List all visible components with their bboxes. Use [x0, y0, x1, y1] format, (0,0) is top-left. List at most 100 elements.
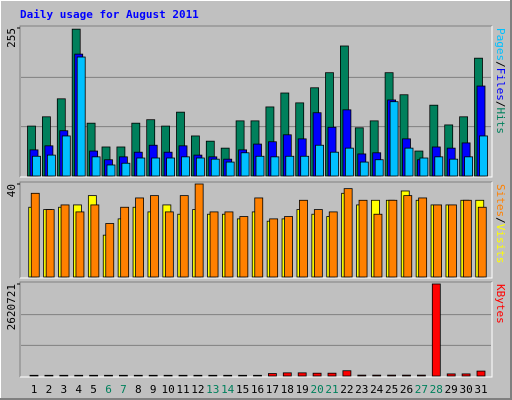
bar	[300, 155, 310, 177]
bar	[328, 211, 338, 278]
x-tick-label: 3	[60, 383, 67, 396]
bar	[402, 374, 411, 377]
panel-edge-dark	[19, 281, 492, 377]
bar	[389, 101, 399, 177]
bar	[418, 197, 428, 278]
x-tick-label: 27	[415, 383, 428, 396]
bar	[136, 157, 146, 177]
x-tick-label: 29	[445, 383, 458, 396]
x-tick-label: 11	[176, 383, 189, 396]
bar	[344, 147, 354, 177]
bar	[106, 164, 116, 177]
bar	[45, 209, 55, 278]
legend: KBytes	[494, 284, 507, 324]
legend-entry: KBytes	[494, 284, 507, 324]
bar	[387, 374, 397, 377]
bar	[239, 216, 249, 278]
bar	[479, 135, 488, 177]
bar	[284, 216, 293, 278]
legend-separator: /	[494, 217, 507, 224]
bar	[133, 374, 143, 377]
x-tick-label: 7	[120, 383, 127, 396]
x-tick-label: 13	[206, 383, 219, 396]
bar	[404, 147, 414, 177]
bar	[431, 283, 441, 377]
panel-edge-dark	[19, 181, 492, 278]
bar	[446, 373, 456, 377]
bar	[75, 211, 85, 278]
bar	[416, 374, 426, 377]
bar	[210, 158, 220, 177]
x-tick-label: 2	[46, 383, 53, 396]
bar	[194, 183, 204, 278]
legend: Pages/Files/Hits	[494, 28, 507, 134]
bar	[121, 162, 131, 177]
bar	[61, 135, 71, 177]
x-tick-label: 12	[191, 383, 204, 396]
bar	[419, 157, 429, 177]
bar	[90, 204, 100, 278]
bar	[104, 374, 113, 377]
x-tick-label: 4	[75, 383, 82, 396]
x-tick-label: 31	[474, 383, 487, 396]
bar	[29, 374, 39, 377]
bar	[181, 156, 190, 177]
bar	[403, 195, 413, 278]
legend-entry: Pages	[494, 28, 507, 61]
bar	[47, 154, 56, 177]
bar	[255, 155, 265, 177]
bar	[208, 374, 218, 377]
bar	[476, 370, 486, 377]
bar	[223, 374, 233, 377]
bar	[150, 195, 159, 278]
x-tick-label: 6	[105, 383, 112, 396]
bar	[193, 374, 203, 377]
bar	[330, 151, 339, 177]
x-tick-label: 25	[385, 383, 398, 396]
bar	[195, 157, 205, 177]
bar	[225, 161, 235, 177]
bar	[433, 204, 442, 278]
x-tick-label: 24	[370, 383, 384, 396]
x-tick-label: 15	[236, 383, 249, 396]
panel-edge-light	[20, 26, 493, 178]
bar	[179, 195, 189, 278]
bar	[30, 192, 40, 278]
bar	[224, 211, 234, 278]
bar	[44, 374, 54, 377]
bar	[357, 374, 367, 377]
bar	[253, 374, 262, 377]
legend-separator: /	[494, 101, 507, 108]
legend: Sites/Visits	[494, 184, 507, 264]
x-tick-label: 26	[400, 383, 413, 396]
bar	[270, 156, 280, 177]
x-tick-label: 20	[310, 383, 323, 396]
x-tick-label: 21	[325, 383, 338, 396]
y-tick-label: 2620721	[5, 284, 18, 330]
bar	[343, 188, 353, 278]
bar	[89, 374, 98, 377]
x-tick-label: 14	[221, 383, 235, 396]
bar	[164, 211, 174, 278]
x-tick-label: 30	[459, 383, 472, 396]
panel-edge-light	[20, 182, 493, 279]
bar	[359, 161, 369, 177]
bar	[163, 374, 173, 377]
x-tick-label: 18	[281, 383, 294, 396]
bar	[91, 156, 101, 177]
bar	[240, 152, 250, 177]
legend-entry: Files	[494, 68, 507, 101]
bar	[76, 56, 86, 177]
bar	[462, 199, 472, 278]
x-tick-label: 8	[135, 383, 142, 396]
legend-separator: /	[494, 61, 507, 68]
bar	[477, 206, 487, 278]
bar	[238, 374, 248, 377]
bar	[464, 156, 474, 177]
x-tick-label: 17	[266, 383, 279, 396]
bar	[119, 374, 128, 377]
panel-edge-light	[20, 282, 493, 378]
legend-entry: Hits	[494, 108, 507, 135]
legend-entry: Visits	[494, 224, 507, 264]
